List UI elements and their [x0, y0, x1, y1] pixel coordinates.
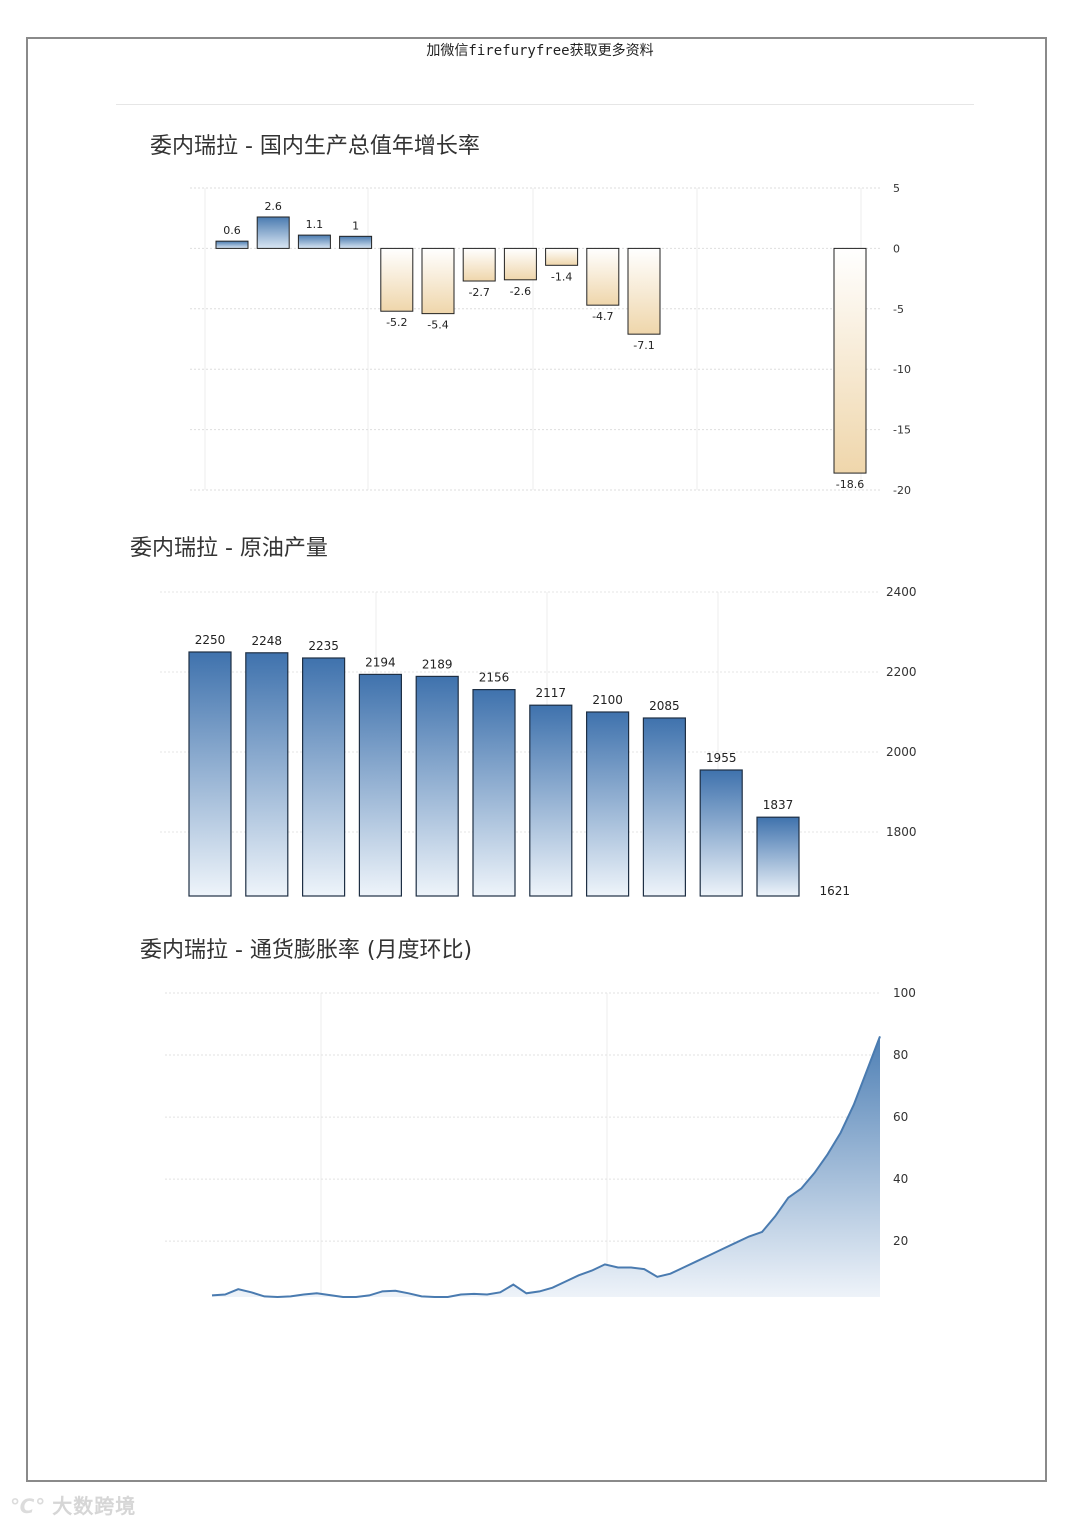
- gdp-bar: [339, 235, 373, 249]
- oil-bar: [642, 717, 687, 897]
- gdp-chart-title: 委内瑞拉 - 国内生产总值年增长率: [150, 134, 480, 159]
- watermark-text: 大数跨境: [52, 1494, 137, 1518]
- gdp-bar: [256, 216, 290, 249]
- watermark-logo-icon: ℃°: [10, 1494, 47, 1518]
- oil-bar: [472, 688, 516, 897]
- oil-bar-label: 1955: [706, 751, 737, 765]
- gdp-bar-label: -1.4: [551, 270, 572, 283]
- gdp-bar: [545, 247, 579, 266]
- oil-bar-label: 2189: [422, 657, 453, 671]
- oil-bar-label: 1837: [763, 798, 794, 812]
- oil-bar: [245, 652, 289, 897]
- oil-y-tick: 2000: [886, 745, 917, 759]
- inflation-y-tick: 60: [893, 1110, 908, 1124]
- oil-chart-title: 委内瑞拉 - 原油产量: [130, 536, 328, 561]
- oil-bar-label: 2156: [479, 671, 510, 685]
- top-divider: [116, 104, 974, 105]
- gdp-y-tick: 5: [893, 182, 900, 195]
- gdp-bar: [833, 247, 867, 474]
- gdp-bar: [297, 234, 331, 249]
- inflation-area: [212, 1036, 880, 1297]
- gdp-y-tick: 0: [893, 242, 900, 255]
- gdp-bar-label: 1.1: [306, 218, 324, 231]
- gdp-y-tick: -5: [893, 303, 904, 316]
- oil-bar: [699, 769, 743, 897]
- header-note: 加微信firefuryfree获取更多资料: [426, 43, 654, 59]
- oil-bar-label: 2248: [252, 634, 283, 648]
- gdp-bar: [586, 247, 620, 306]
- inflation-y-tick: 40: [893, 1172, 908, 1186]
- oil-y-tick: 2200: [886, 665, 917, 679]
- inflation-chart-title: 委内瑞拉 - 通货膨胀率 (月度环比): [140, 938, 473, 963]
- gdp-bar-label: -18.6: [836, 478, 864, 491]
- inflation-y-tick: 100: [893, 986, 916, 1000]
- oil-bar: [756, 816, 800, 897]
- oil-bar: [358, 673, 402, 897]
- crude-oil-production-chart: 2400 2200 2000 1800 2250 2248 2235 2194 2189 2156…: [160, 585, 917, 898]
- gdp-bar: [380, 247, 414, 312]
- gdp-y-tick: -20: [893, 484, 911, 497]
- gdp-y-tick: -10: [893, 363, 911, 376]
- gdp-bar-label: -2.6: [510, 285, 531, 298]
- gdp-bar-label: -2.7: [468, 286, 489, 299]
- watermark: ℃° 大数跨境: [10, 1490, 136, 1519]
- oil-y-tick: 1800: [886, 825, 917, 839]
- page-frame: [26, 37, 1047, 1482]
- oil-bar-label: 2100: [592, 693, 623, 707]
- gdp-bar-label: 1: [352, 219, 359, 232]
- oil-bar: [188, 651, 232, 897]
- oil-bar: [529, 704, 573, 897]
- gdp-bar-label: 0.6: [223, 224, 241, 237]
- oil-bar-label: 2250: [195, 633, 226, 647]
- oil-bar-label: 2117: [536, 686, 567, 700]
- gdp-bar: [627, 247, 661, 335]
- gdp-y-tick: -15: [893, 424, 911, 437]
- oil-bar: [415, 675, 459, 897]
- gdp-bar-label: -7.1: [633, 339, 654, 352]
- inflation-line: [211, 1036, 881, 1299]
- gdp-bar-label: -4.7: [592, 310, 613, 323]
- gdp-bar-label: -5.4: [427, 319, 448, 332]
- inflation-y-tick: 20: [893, 1234, 908, 1248]
- gdp-growth-chart: 5 0 -5 -10 -15 -20 0.6 2.6 1.1 1 -5.2 -5.4 -2.7 -2.6 -…: [190, 182, 911, 497]
- gdp-bar-label: 2.6: [264, 200, 282, 213]
- oil-bar: [302, 657, 346, 897]
- oil-bar: [585, 711, 630, 897]
- oil-bar-label: 2194: [365, 655, 396, 669]
- oil-y-tick: 2400: [886, 585, 917, 599]
- gdp-bar: [462, 247, 496, 282]
- oil-bar-label: 2085: [649, 699, 680, 713]
- oil-bar-label: 2235: [308, 639, 339, 653]
- oil-bar-label: 1621: [820, 884, 851, 898]
- gdp-bar: [421, 247, 455, 315]
- inflation-monthly-chart: 100 80 60 40 20: [165, 986, 916, 1299]
- gdp-bar-label: -5.2: [386, 316, 407, 329]
- gdp-bar: [503, 247, 537, 281]
- inflation-y-tick: 80: [893, 1048, 908, 1062]
- gdp-bar: [215, 240, 249, 249]
